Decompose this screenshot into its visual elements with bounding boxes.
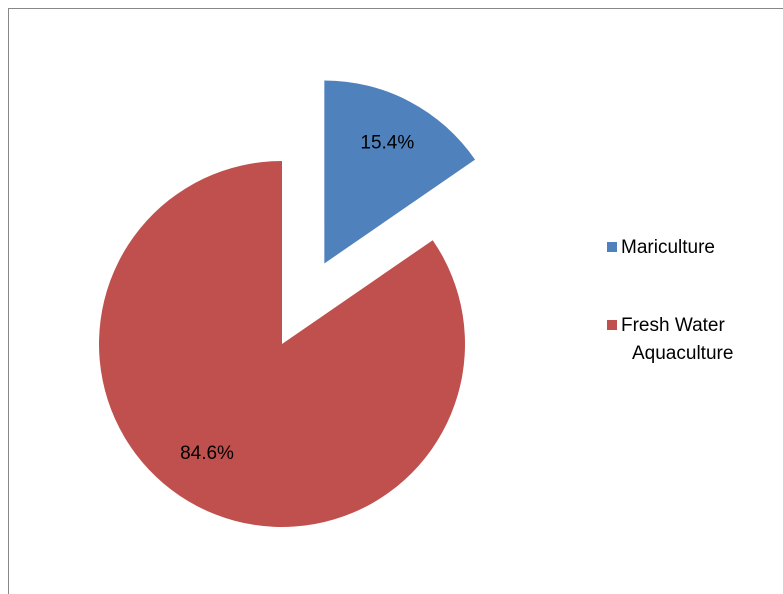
legend-swatch [607,320,617,330]
pie-slice [98,161,465,527]
legend-label: Fresh Water Aquaculture [621,315,733,364]
data-label: 15.4% [360,133,414,154]
pie-slice [324,80,476,264]
legend-label: Mariculture [621,237,715,258]
data-label: 84.6% [180,443,234,464]
legend-swatch [607,242,617,252]
